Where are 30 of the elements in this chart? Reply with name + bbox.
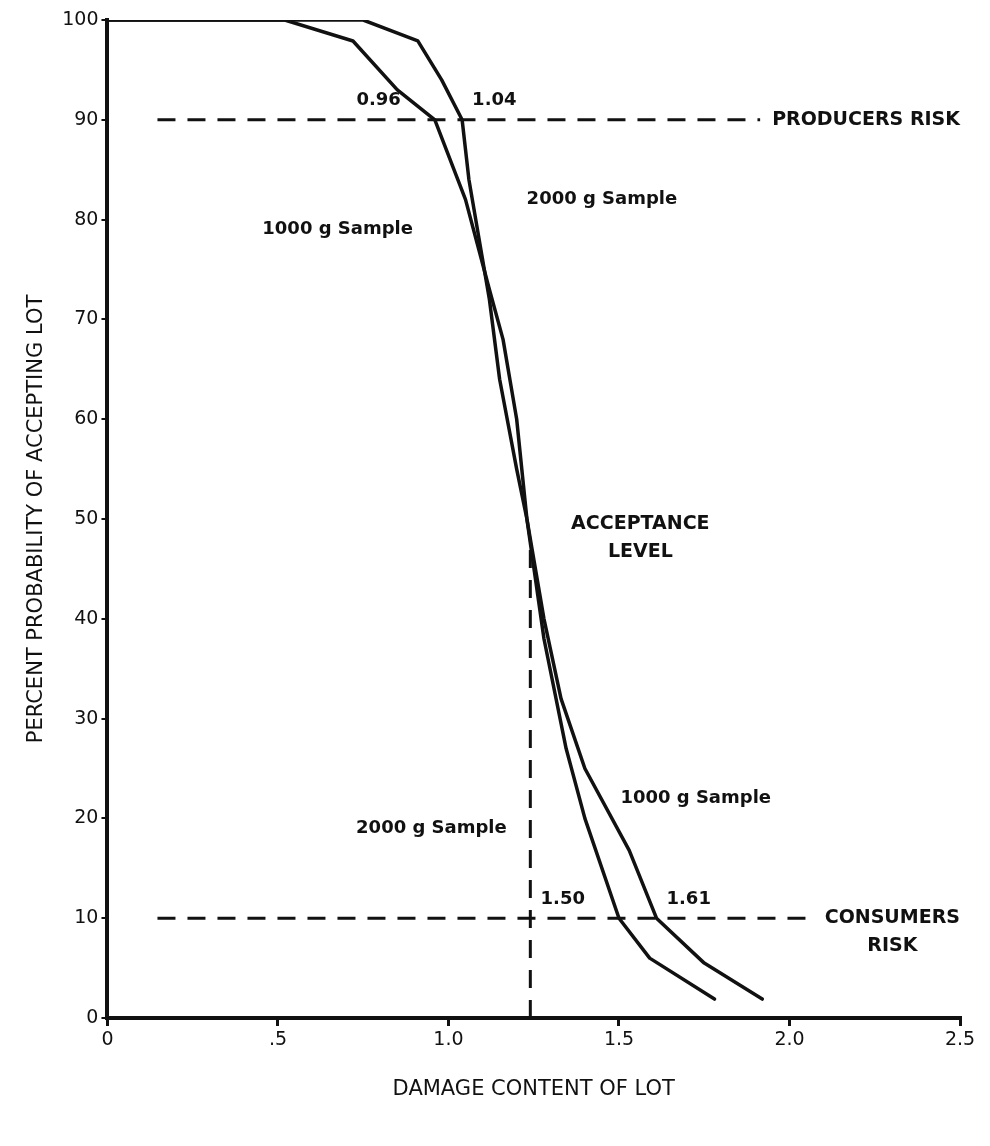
annotation: 1.61 (666, 886, 711, 908)
y-tick-label: 0 (86, 1004, 99, 1027)
annotation: 1000 g Sample (262, 217, 413, 239)
y-tick-label: 60 (74, 406, 99, 429)
x-axis-title: DAMAGE CONTENT OF LOT (392, 1075, 676, 1100)
x-tick-label: 2.5 (944, 1027, 976, 1050)
y-tick-label: 10 (74, 905, 99, 928)
ref-line-label: ACCEPTANCE LEVEL (571, 510, 710, 561)
y-tick-label: 70 (74, 306, 99, 329)
y-tick-label: 90 (74, 106, 99, 129)
annotation: 1.50 (540, 886, 585, 908)
y-tick-label: 20 (74, 805, 99, 828)
annotation: 2000 g Sample (356, 816, 507, 838)
y-tick-label: 30 (74, 705, 99, 728)
annotation: 1.04 (472, 88, 517, 110)
annotation: 2000 g Sample (526, 187, 678, 209)
ref-line-label: PRODUCERS RISK (772, 106, 962, 129)
x-tick-label: 0 (101, 1027, 114, 1050)
y-tick-label: 100 (62, 6, 99, 29)
x-tick-label: 1.0 (433, 1027, 464, 1050)
x-tick-label: 1.5 (603, 1027, 635, 1050)
y-axis-title: PERCENT PROBABILITY OF ACCEPTING LOT (23, 294, 48, 744)
x-tick-label: .5 (268, 1027, 288, 1050)
annotation: 0.96 (356, 88, 401, 110)
annotation: 1000 g Sample (620, 786, 772, 808)
ref-line-label: CONSUMERS RISK (824, 905, 960, 956)
x-tick-label: 2.0 (774, 1027, 805, 1050)
y-tick-label: 50 (74, 505, 99, 528)
y-tick-label: 80 (74, 206, 99, 229)
y-tick-label: 40 (74, 605, 99, 628)
